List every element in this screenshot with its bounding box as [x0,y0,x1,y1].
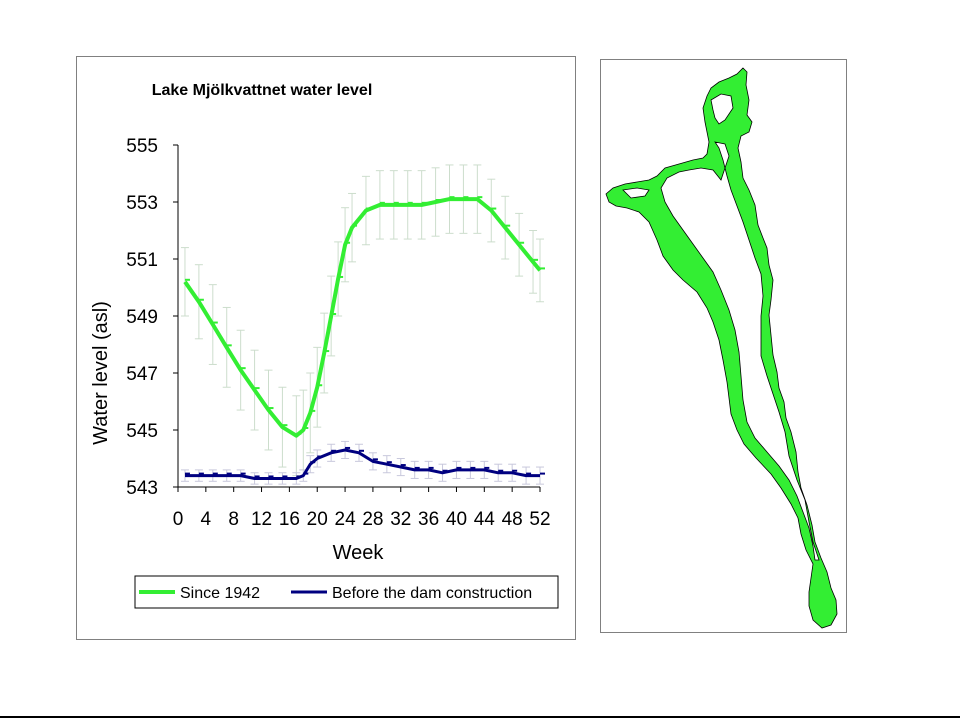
chart-panel: Lake Mjölkvattnet water level Water leve… [76,56,576,640]
legend-box [134,575,559,609]
series-line-since-1942 [183,197,542,438]
y-tick-label: 551 [126,250,158,271]
x-tick-label: 40 [446,509,467,530]
x-axis-label: Week [333,542,385,564]
x-tick-label: 24 [335,509,357,530]
x-tick-label: 12 [251,509,272,530]
y-tick-label: 545 [126,421,158,442]
lake-map [605,67,838,629]
x-tick-label: 16 [279,509,300,530]
x-tick-label: 36 [418,509,439,530]
y-tick-label: 555 [126,136,158,157]
legend-label-before-dam: Before the dam construction [332,585,532,602]
series-line-before-dam [185,448,540,480]
lake-outline-shape [605,67,838,629]
x-tick-label: 0 [173,509,184,530]
lake-map-panel [600,59,847,633]
y-tick-label: 553 [126,193,158,214]
x-tick-label: 44 [474,509,496,530]
bottom-rule [0,716,960,718]
x-tick-label: 8 [228,509,239,530]
x-tick-label: 32 [390,509,411,530]
x-tick-label: 52 [529,509,550,530]
x-tick-label: 4 [201,509,212,530]
y-axis-label: Water level (asl) [90,301,112,445]
legend: Since 1942 Before the dam construction [134,575,559,609]
legend-label-since-1942: Since 1942 [180,585,260,602]
x-tick-label: 20 [307,509,328,530]
series-lines [183,196,545,480]
x-tick-label: 48 [502,509,523,530]
chart-title: Lake Mjölkvattnet water level [152,82,373,99]
water-level-chart: Lake Mjölkvattnet water level Water leve… [90,82,559,609]
y-tick-label: 543 [126,478,158,499]
y-tick-label: 549 [126,307,158,328]
y-tick-label: 547 [126,364,158,385]
x-tick-label: 28 [362,509,383,530]
